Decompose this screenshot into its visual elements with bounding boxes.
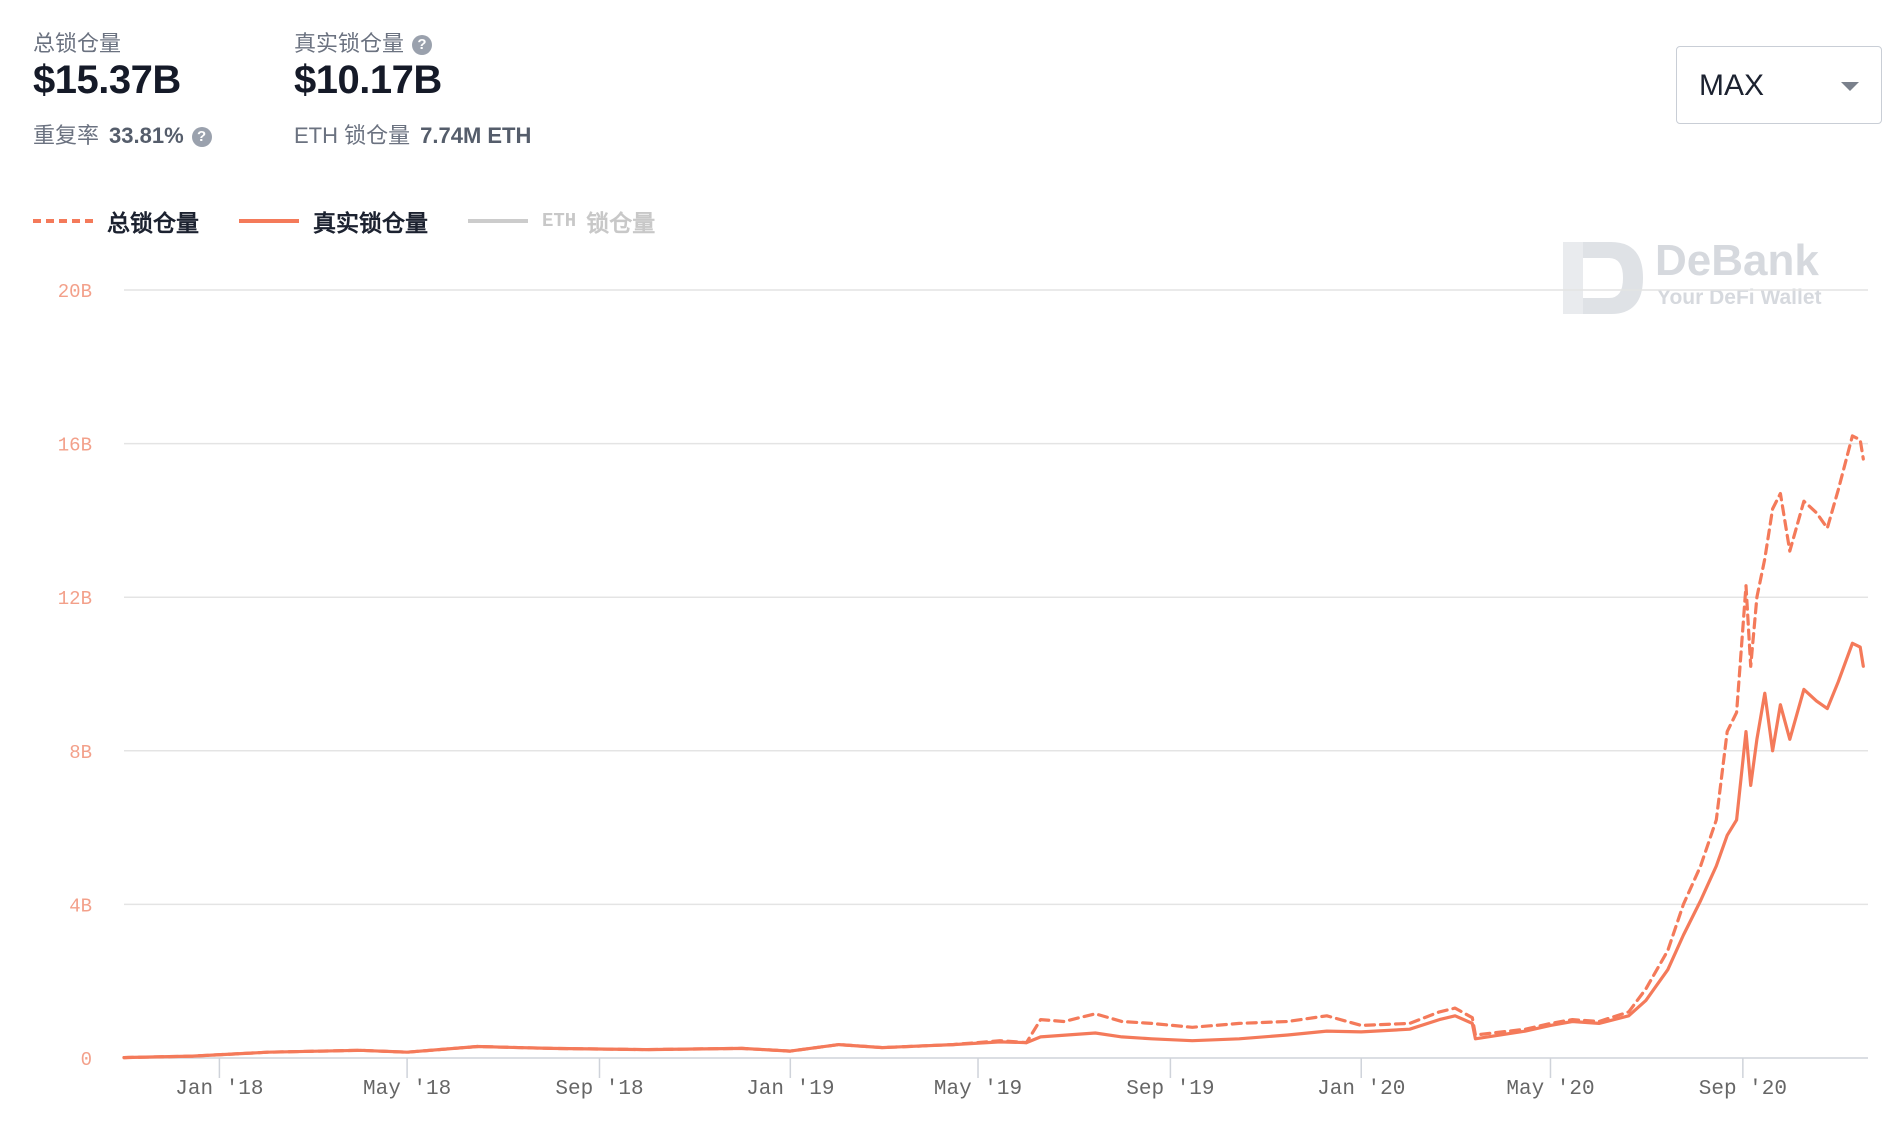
duplicate-rate-value: 33.81% — [109, 123, 184, 148]
help-icon[interactable]: ? — [412, 35, 433, 55]
x-tick-label: Jan '18 — [175, 1078, 263, 1101]
y-tick-label: 20B — [58, 281, 92, 303]
debank-logo-icon — [1563, 242, 1643, 314]
x-tick-label: May '18 — [363, 1078, 451, 1101]
x-tick-label: May '19 — [934, 1078, 1022, 1101]
eth-locked-row: ETH 锁仓量 7.74M ETH — [294, 118, 531, 150]
solid-line-swatch — [468, 219, 528, 223]
y-tick-label: 4B — [69, 895, 92, 917]
real-tvl-stat: 真实锁仓量? $10.17B — [294, 26, 442, 103]
eth-locked-value: 7.74M ETH — [420, 123, 532, 148]
y-tick-label: 12B — [58, 588, 92, 610]
watermark-subtitle: Your DeFi Wallet — [1657, 286, 1822, 309]
total-tvl-series-line — [122, 434, 1865, 1060]
eth-locked-label: ETH 锁仓量 — [294, 123, 411, 148]
chevron-down-icon — [1841, 82, 1859, 91]
duplicate-rate-row: 重复率 33.81%? — [33, 118, 212, 150]
x-tick-label: Sep '18 — [555, 1078, 643, 1101]
watermark-title: DeBank — [1655, 236, 1819, 285]
total-tvl-stat: 总锁仓量 $15.37B — [33, 26, 181, 103]
real-tvl-label-row: 真实锁仓量? — [294, 26, 442, 58]
x-tick-label: Sep '20 — [1699, 1078, 1787, 1101]
legend-label: 锁仓量 — [586, 210, 656, 236]
legend-label: 真实锁仓量 — [313, 210, 428, 236]
total-tvl-value: $15.37B — [33, 58, 181, 102]
duplicate-rate-label: 重复率 — [33, 123, 100, 148]
y-tick-label: 0 — [81, 1049, 92, 1071]
legend-item-eth-locked[interactable]: ETH 锁仓量 — [468, 204, 655, 238]
real-tvl-series-line — [122, 641, 1865, 1060]
legend-item-real-tvl[interactable]: 真实锁仓量 — [239, 204, 428, 238]
x-tick-label: May '20 — [1506, 1078, 1594, 1101]
x-tick-label: Jan '20 — [1317, 1078, 1405, 1101]
y-tick-label: 16B — [58, 435, 92, 457]
real-tvl-label: 真实锁仓量 — [294, 31, 405, 56]
solid-line-swatch — [239, 219, 299, 223]
total-tvl-label: 总锁仓量 — [33, 31, 122, 56]
real-tvl-value: $10.17B — [294, 58, 442, 102]
legend-label: 总锁仓量 — [107, 210, 199, 236]
legend-item-total-tvl[interactable]: 总锁仓量 — [33, 204, 199, 238]
legend-label-prefix: ETH — [542, 210, 577, 232]
help-icon[interactable]: ? — [191, 127, 212, 147]
x-tick-label: Jan '19 — [746, 1078, 834, 1101]
x-tick-label: Sep '19 — [1126, 1078, 1214, 1101]
dashed-line-swatch — [33, 219, 93, 223]
time-range-value: MAX — [1699, 69, 1765, 102]
chart-legend: 总锁仓量 真实锁仓量 ETH 锁仓量 — [33, 204, 695, 238]
y-tick-label: 8B — [69, 742, 92, 764]
time-range-dropdown[interactable]: MAX — [1676, 46, 1882, 124]
